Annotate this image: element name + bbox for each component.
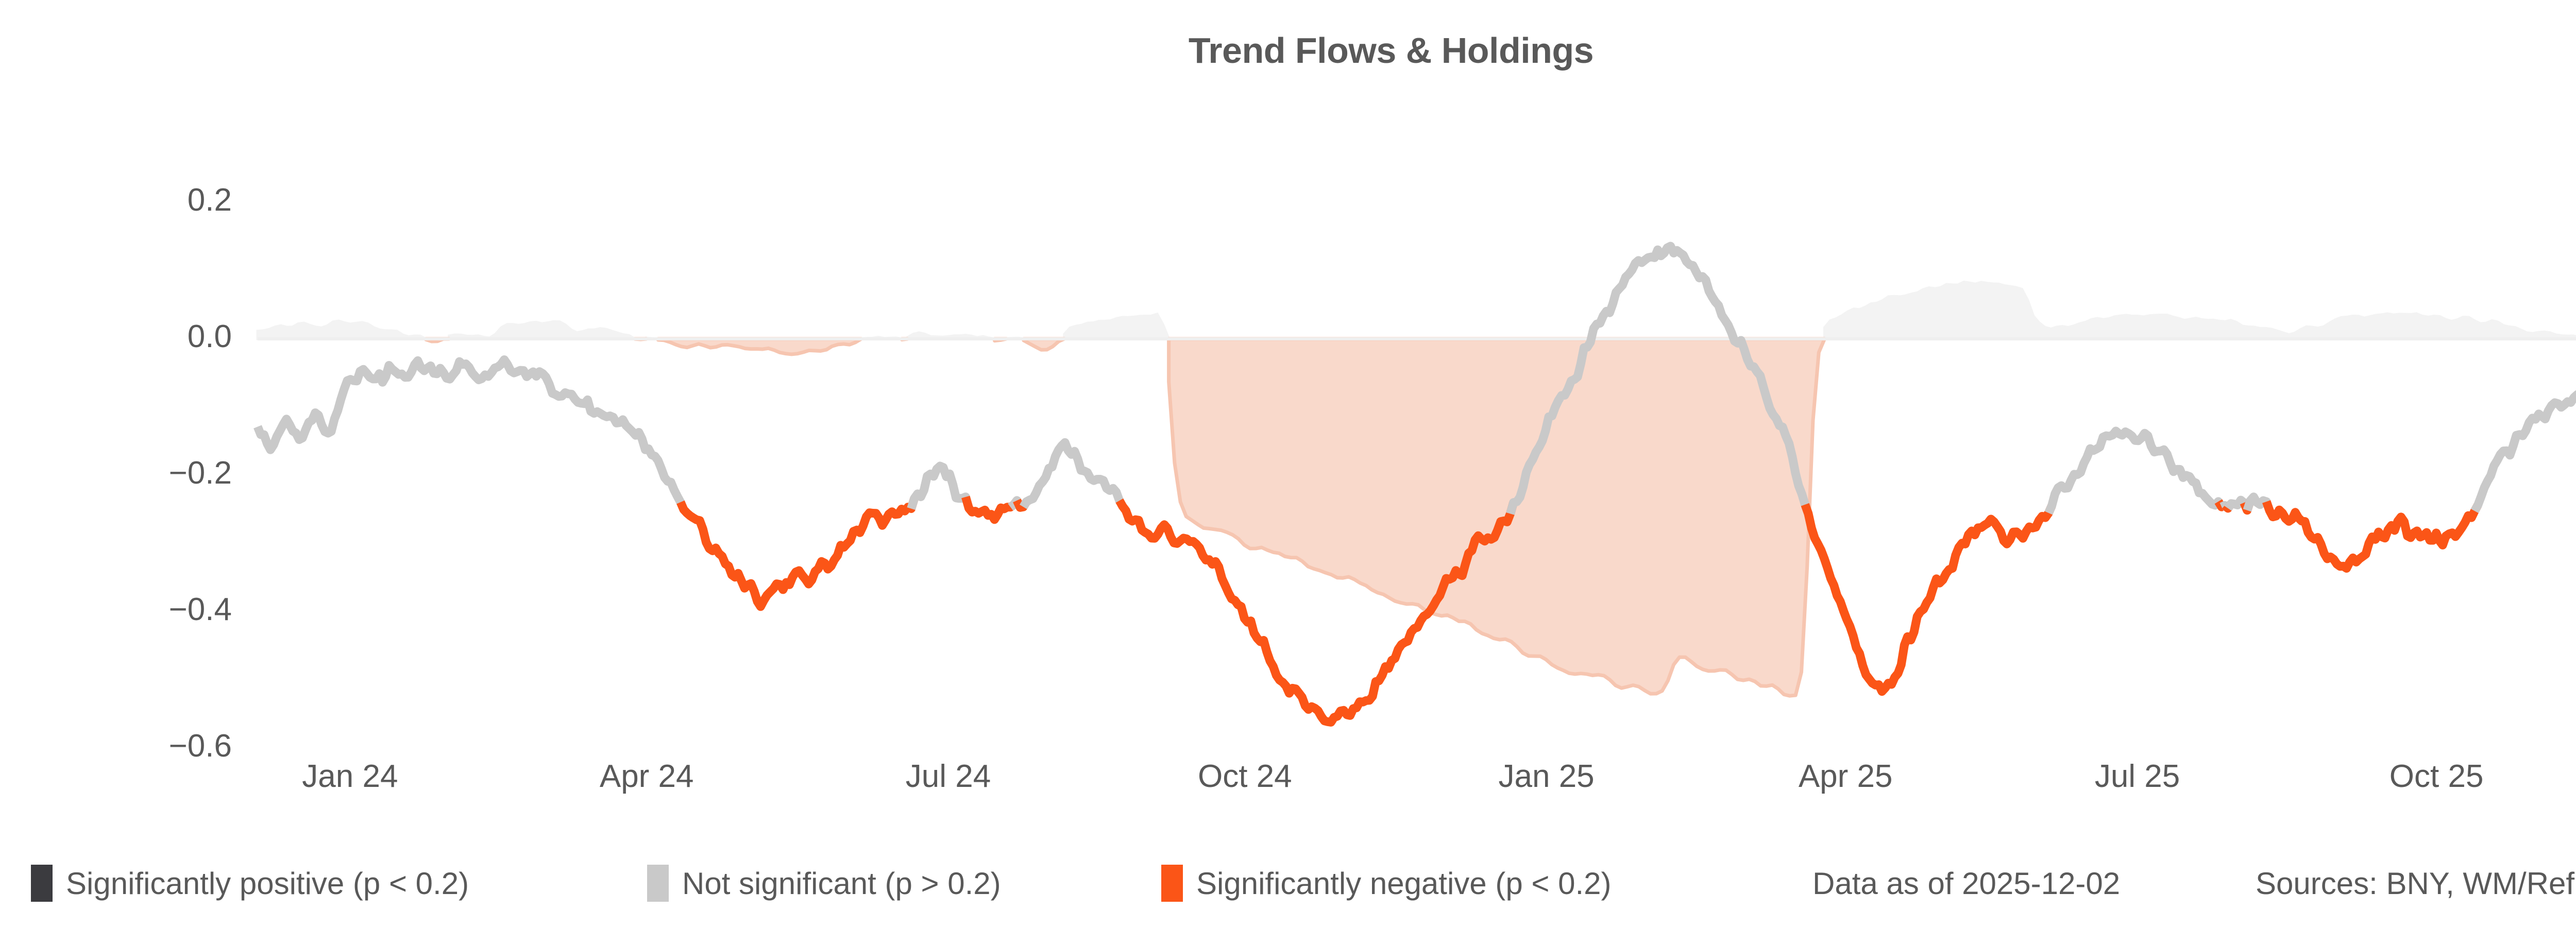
x-tick-label: Apr 24 xyxy=(599,759,694,794)
flows-segment-nil xyxy=(2243,492,2274,512)
flows-segment-neg xyxy=(1115,498,1518,727)
legend-label-significantly-negative: Significantly negative (p < 0.2) xyxy=(1196,866,1612,901)
x-tick-label: Oct 24 xyxy=(1197,759,1292,794)
x-tick-label: Apr 25 xyxy=(1798,759,1893,794)
flows-segment-nil xyxy=(253,355,688,511)
holdings-area-positive xyxy=(256,280,2576,340)
y-tick-label: 0.0 xyxy=(187,319,232,354)
legend-label-significantly-positive: Significantly positive (p < 0.2) xyxy=(66,866,469,901)
legend-item-significantly-negative[interactable]: Significantly negative (p < 0.2) xyxy=(1161,855,1611,912)
legend-swatch-significantly-negative xyxy=(1161,865,1183,902)
flows-segment-neg xyxy=(2262,500,2482,573)
legend-label-not-significant: Not significant (p > 0.2) xyxy=(682,866,1001,901)
legend-item-not-significant[interactable]: Not significant (p > 0.2) xyxy=(647,855,1001,912)
flows-segment-nil xyxy=(2470,390,2576,513)
y-tick-label: −0.6 xyxy=(168,728,232,764)
legend-swatch-not-significant xyxy=(647,865,669,902)
chart-legend: Significantly positive (p < 0.2) Not sig… xyxy=(0,855,2576,912)
flows-segment-nil xyxy=(1506,242,1812,516)
legend-item-significantly-positive[interactable]: Significantly positive (p < 0.2) xyxy=(31,855,469,912)
holdings-positive-fill xyxy=(256,280,2576,340)
x-tick-label: Jul 24 xyxy=(905,759,991,794)
sources-note: Sources: BNY, WM/Refinitiv xyxy=(2256,866,2576,901)
data-as-of-note: Data as of 2025-12-02 xyxy=(1812,866,2121,901)
flows-segment-neg xyxy=(1801,503,2056,696)
trend-flows-line xyxy=(253,242,2576,727)
chart-title: Trend Flows & Holdings xyxy=(1188,30,1594,71)
y-tick-label: 0.2 xyxy=(187,182,232,218)
flows-segment-nil xyxy=(2044,426,2226,515)
y-tick-label: −0.4 xyxy=(168,592,232,627)
y-tick-label: −0.2 xyxy=(168,455,232,491)
flows-segment-nil xyxy=(1020,438,1127,509)
x-tick-label: Oct 25 xyxy=(2389,759,2484,794)
x-tick-label: Jan 24 xyxy=(302,759,398,794)
flows-segment-nil xyxy=(907,461,973,510)
x-tick-label: Jan 25 xyxy=(1498,759,1595,794)
flows-segment-neg xyxy=(961,495,1016,524)
legend-swatch-significantly-positive xyxy=(31,865,53,902)
x-tick-label: Jul 25 xyxy=(2094,759,2180,794)
flows-segment-neg xyxy=(676,497,919,611)
